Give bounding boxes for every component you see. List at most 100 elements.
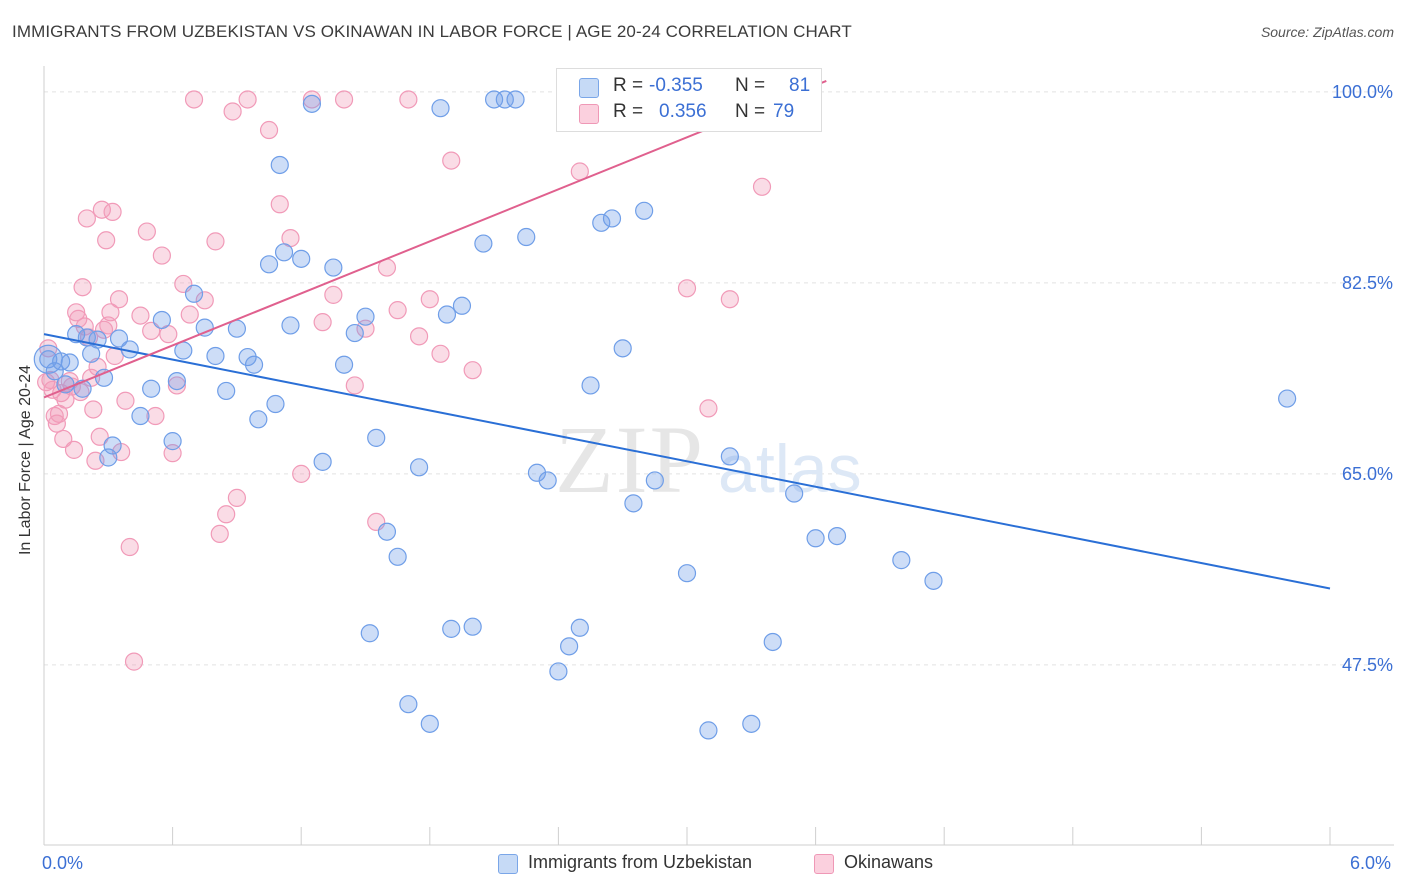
okinawans-point (101, 303, 120, 322)
uzbekistan-point (635, 201, 654, 220)
okinawans-point (120, 537, 139, 557)
uzbekistan-point (238, 347, 257, 367)
okinawans-point (67, 303, 86, 322)
series-uzbekistan-points (33, 90, 1297, 740)
uzbekistan-point (334, 355, 354, 374)
bottom-legend-swatch-uzbekistan (498, 854, 518, 874)
okinawans-point (69, 309, 88, 328)
y-tick-label: 47.5% (1342, 655, 1393, 675)
uzbekistan-point (270, 155, 289, 175)
uzbekistan-point (1278, 389, 1297, 408)
bottom-legend-swatch-okinawans (814, 854, 834, 874)
trend-lines (43, 79, 1331, 590)
uzbekistan-point (592, 213, 611, 232)
uzbekistan-point (367, 428, 386, 447)
okinawans-point (238, 90, 257, 109)
y-tick-label: 65.0% (1342, 464, 1393, 484)
okinawans-point (146, 406, 165, 426)
uzbekistan-point (560, 637, 579, 656)
grid-lines (44, 91, 1394, 666)
uzbekistan-point (274, 243, 294, 262)
uzbekistan-point (437, 305, 457, 324)
uzbekistan-point (624, 494, 643, 513)
okinawans-point (103, 202, 122, 222)
axes (43, 66, 1394, 846)
uzbekistan-point (827, 526, 847, 546)
uzbekistan-point (324, 258, 343, 277)
x-tick-label-max: 6.0% (1350, 853, 1392, 873)
y-tick-labels: 47.5% 65.0% 82.5% 100.0% (1332, 82, 1393, 675)
y-tick-label: 100.0% (1332, 82, 1393, 102)
uzbekistan-point (602, 209, 622, 228)
uzbekistan-trend-line (43, 333, 1331, 590)
uzbekistan-point (388, 547, 407, 566)
uzbekistan-point (313, 452, 332, 471)
uzbekistan-point (720, 447, 739, 466)
okinawans-point (64, 440, 84, 459)
okinawans-point (677, 279, 697, 298)
okinawans-point (442, 151, 461, 170)
uzbekistan-point (570, 618, 589, 637)
okinawans-point (152, 246, 171, 265)
okinawans-point (324, 285, 343, 304)
okinawans-point (345, 376, 364, 395)
okinawans-point (137, 222, 156, 241)
uzbekistan-point (474, 234, 493, 253)
uzbekistan-point (409, 458, 429, 477)
uzbekistan-point (259, 255, 279, 274)
uzbekistan-point (67, 325, 86, 344)
uzbekistan-point (485, 90, 504, 109)
uzbekistan-point (163, 432, 182, 451)
okinawans-point (56, 390, 75, 409)
uzbekistan-point (60, 353, 79, 372)
uzbekistan-point (292, 249, 311, 268)
uzbekistan-point (677, 564, 697, 583)
uzbekistan-point (345, 323, 364, 343)
okinawans-point (292, 464, 311, 483)
uzbekistan-point (517, 227, 536, 247)
y-axis-label: In Labor Force | Age 20-24 (17, 364, 34, 556)
uzbekistan-point (356, 307, 375, 326)
okinawans-point (420, 290, 439, 309)
uzbekistan-point (506, 90, 525, 109)
uzbekistan-point (892, 551, 911, 570)
x-tick-label-min: 0.0% (42, 853, 84, 873)
uzbekistan-point (399, 695, 418, 714)
legend-r-label: R = (613, 75, 644, 96)
uzbekistan-point (266, 394, 285, 414)
okinawans-point (90, 427, 109, 446)
okinawans-point (124, 652, 144, 671)
uzbekistan-point (167, 371, 186, 391)
okinawans-point (399, 90, 418, 109)
okinawans-trend-line (43, 79, 827, 399)
uzbekistan-point (581, 376, 600, 395)
uzbekistan-point (217, 381, 236, 401)
uzbekistan-point (152, 310, 171, 330)
uzbekistan-point (924, 571, 943, 590)
okinawans-point (270, 195, 289, 214)
okinawans-point (217, 505, 236, 524)
okinawans-point (84, 400, 103, 419)
uzbekistan-point (244, 355, 264, 374)
legend-r-value: -0.355 (649, 75, 703, 96)
uzbekistan-point (206, 346, 225, 366)
uzbekistan-point (33, 344, 63, 374)
legend-r-value: 0.356 (659, 101, 707, 122)
uzbekistan-point (463, 617, 482, 636)
uzbekistan-point (699, 721, 718, 740)
okinawans-point (109, 290, 129, 309)
uzbekistan-point (442, 619, 461, 638)
okinawans-point (195, 291, 214, 310)
uzbekistan-point (742, 714, 761, 733)
legend-swatch-okinawans (579, 104, 599, 124)
uzbekistan-point (495, 90, 514, 109)
legend-n-value: 79 (773, 101, 795, 122)
okinawans-point (752, 177, 772, 196)
okinawans-point (259, 120, 279, 140)
legend-n-label: N = (735, 75, 766, 96)
okinawans-point (313, 313, 332, 332)
uzbekistan-point (763, 632, 782, 652)
okinawans-point (184, 90, 204, 109)
okinawans-point (73, 278, 92, 297)
